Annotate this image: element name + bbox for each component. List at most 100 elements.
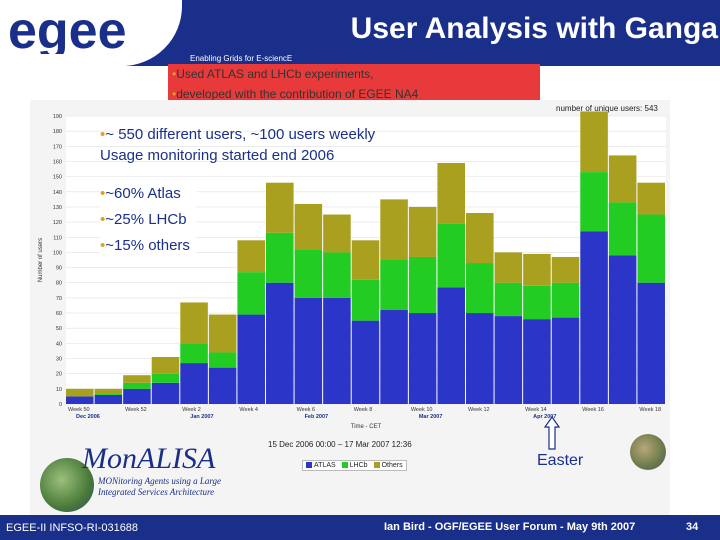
bar-others (523, 253, 551, 286)
bar-atlas (494, 316, 523, 404)
bar-lhcb (580, 172, 608, 232)
users-note-line-1: •~ 550 different users, ~100 users weekl… (100, 126, 376, 143)
y-tick-label: 30 (56, 357, 62, 363)
x-tick-label: Week 16 (582, 407, 604, 413)
bar-others (151, 357, 180, 374)
x-tick-label: Week 10 (411, 407, 433, 413)
bar-lhcb (208, 352, 237, 368)
bar-lhcb (437, 223, 465, 288)
unique-users-label: number of unique users: 543 (556, 104, 658, 113)
bar-atlas (208, 367, 237, 404)
footer-author: Ian Bird - OGF/EGEE User Forum - May 9th… (384, 521, 636, 533)
share-others: •~15% others (100, 237, 190, 254)
x-tick-sublabel: Dec 2006 (76, 414, 100, 420)
x-axis-label: Time - CET (351, 424, 382, 430)
y-tick-label: 110 (53, 235, 62, 241)
bar-lhcb (494, 282, 523, 317)
share-lhcb: •~25% LHCb (100, 211, 187, 228)
bar-lhcb (351, 279, 380, 321)
bar-atlas (66, 396, 94, 404)
intro-box: •Used ATLAS and LHCb experiments, •devel… (168, 64, 540, 104)
bar-lhcb (151, 373, 180, 383)
y-tick-label: 170 (53, 144, 62, 150)
bar-atlas (323, 297, 351, 404)
x-tick-sublabel: Apr 2007 (533, 414, 556, 420)
bar-atlas (294, 297, 323, 404)
intro-line-1: •Used ATLAS and LHCb experiments, (172, 67, 374, 81)
bar-atlas (123, 388, 151, 404)
slide-title: User Analysis with Ganga (350, 12, 718, 45)
bar-atlas (580, 231, 608, 404)
bar-others (123, 375, 151, 383)
y-tick-label: 100 (53, 250, 62, 256)
x-tick-label: Week 2 (182, 407, 201, 413)
x-tick-label: Week 50 (68, 407, 90, 413)
users-stacked-bar-chart: 0 10 20 30 40 50 60 70 80 90 100 110 120 130 140 150 160… (38, 111, 666, 430)
bar-others (637, 182, 665, 215)
x-tick-label: Week 4 (239, 407, 258, 413)
bar-lhcb (408, 256, 437, 314)
bar-others (437, 162, 465, 224)
bar-others (266, 182, 294, 233)
users-note: •~ 550 different users, ~100 users weekl… (100, 124, 375, 166)
bar-atlas (94, 394, 123, 404)
y-tick-label: 70 (56, 296, 62, 302)
y-tick-label: 10 (56, 387, 62, 393)
users-note-line-2: Usage monitoring started end 2006 (100, 147, 335, 164)
bar-lhcb (523, 285, 551, 320)
bar-others (466, 213, 494, 264)
bar-others (608, 155, 637, 203)
y-tick-label: 180 (53, 129, 62, 135)
y-tick-label: 40 (56, 341, 62, 347)
y-tick-label: 60 (56, 311, 62, 317)
y-tick-label: 160 (53, 159, 62, 165)
footer-project-id: EGEE-II INFSO-RI-031688 (6, 522, 139, 534)
intro-line-2: •developed with the contribution of EGEE… (172, 87, 419, 101)
monalisa-globe-icon (40, 458, 94, 512)
bar-atlas (437, 287, 465, 404)
x-tick-sublabel: Feb 2007 (305, 414, 329, 420)
bar-others (294, 203, 323, 250)
y-tick-label: 120 (53, 220, 62, 226)
egee-logo-icon: egee (8, 6, 127, 54)
bar-lhcb (637, 214, 665, 283)
bar-lhcb (608, 202, 637, 256)
bar-others (180, 302, 208, 344)
share-atlas: •~60% Atlas (100, 185, 181, 202)
bar-others (94, 388, 123, 394)
legend-atlas: ATLAS (306, 462, 336, 469)
y-tick-label: 190 (53, 114, 62, 120)
x-tick-label: Week 18 (639, 407, 661, 413)
y-tick-label: 20 (56, 372, 62, 378)
bar-atlas (266, 282, 294, 404)
bar-others (208, 314, 237, 353)
x-tick-label: Week 6 (297, 407, 316, 413)
bar-others (580, 111, 608, 173)
bullet-icon: • (172, 67, 177, 81)
bar-others (551, 256, 580, 283)
bar-lhcb (266, 232, 294, 283)
bullet-icon: • (172, 87, 177, 101)
bar-atlas (351, 320, 380, 404)
y-tick-label: 0 (59, 402, 62, 408)
bar-lhcb (294, 249, 323, 298)
bar-others (408, 206, 437, 257)
easter-arrow-icon (544, 416, 560, 450)
legend-lhcb: LHCb (341, 462, 368, 469)
x-tick-label: Week 52 (125, 407, 147, 413)
bar-others (66, 388, 94, 397)
egee-logo: egee (0, 0, 182, 66)
x-tick-label: Week 14 (525, 407, 547, 413)
bar-lhcb (380, 260, 408, 311)
bar-atlas (237, 314, 265, 404)
easter-label: Easter (537, 452, 584, 469)
y-tick-label: 130 (53, 205, 62, 211)
bar-atlas (408, 313, 437, 404)
bar-atlas (180, 363, 208, 404)
slide-footer (0, 515, 720, 540)
bar-atlas (551, 317, 580, 404)
bar-lhcb (551, 282, 580, 318)
y-tick-label: 50 (56, 326, 62, 332)
y-axis-label: Number of users (38, 238, 44, 282)
bar-lhcb (323, 252, 351, 298)
